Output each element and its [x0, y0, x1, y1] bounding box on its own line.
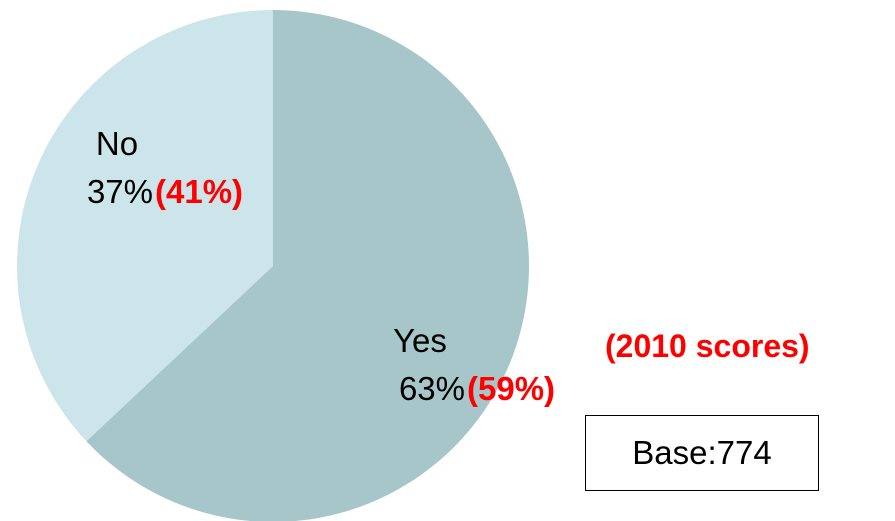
pie-slice-no	[16, 10, 273, 442]
previous-year-note: (2010 scores)	[605, 328, 810, 364]
slice-label-no: No	[96, 125, 138, 162]
slice-value-yes: 63%	[399, 370, 465, 407]
slice-previous-value-no: (41%)	[155, 173, 243, 210]
pie-slices	[16, 10, 529, 521]
base-count-box: Base:774	[585, 415, 819, 491]
slice-label-yes: Yes	[393, 322, 447, 359]
slice-previous-value-yes: (59%)	[467, 370, 555, 407]
slice-value-no: 37%	[87, 173, 153, 210]
pie-slice-yes	[86, 10, 529, 521]
base-count-label: Base:774	[632, 434, 772, 471]
